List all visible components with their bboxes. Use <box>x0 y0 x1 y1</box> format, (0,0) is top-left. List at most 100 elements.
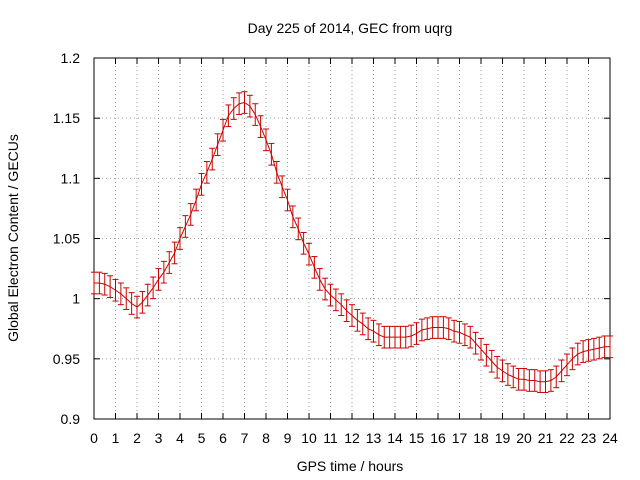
error-bar <box>214 133 221 156</box>
error-bar <box>526 369 533 392</box>
y-tick-label: 1 <box>72 291 80 307</box>
error-bar <box>257 115 264 138</box>
error-bar <box>220 118 226 142</box>
x-tick-label: 8 <box>262 430 270 446</box>
x-tick-label: 18 <box>473 430 489 446</box>
error-bar <box>252 103 259 126</box>
error-bar <box>542 370 549 394</box>
error-bar <box>300 231 307 255</box>
error-bar <box>316 268 323 291</box>
error-bar <box>241 91 248 114</box>
x-axis-label: GPS time / hours <box>297 458 404 474</box>
error-bar <box>424 317 431 341</box>
error-bar <box>289 205 296 229</box>
error-bar <box>451 319 458 343</box>
x-tick-label: 20 <box>516 430 532 446</box>
error-bar <box>96 271 103 295</box>
error-bar <box>365 317 372 341</box>
error-bar <box>386 325 393 349</box>
error-bar <box>499 359 506 383</box>
error-bar <box>521 367 527 391</box>
error-bar <box>558 359 565 383</box>
error-bar <box>273 160 280 184</box>
error-bar <box>408 324 415 348</box>
error-bar <box>510 365 517 389</box>
error-bar <box>91 271 97 295</box>
error-bar <box>531 369 538 392</box>
x-tick-label: 7 <box>241 430 249 446</box>
error-bar <box>193 188 200 212</box>
x-tick-label: 5 <box>198 430 206 446</box>
error-bar <box>209 147 216 171</box>
error-bar <box>370 319 377 343</box>
error-bar <box>177 227 183 250</box>
error-bar <box>160 260 167 284</box>
error-bar <box>139 290 146 314</box>
y-tick-label: 0.95 <box>53 351 80 367</box>
error-bar <box>478 337 484 361</box>
error-bar <box>198 173 205 196</box>
error-bar <box>322 277 329 301</box>
error-bar <box>338 293 345 317</box>
error-bar <box>402 325 409 349</box>
error-bar <box>246 94 253 118</box>
error-bar <box>590 337 597 361</box>
error-bar <box>203 160 210 184</box>
error-bar <box>295 217 302 241</box>
error-bar <box>354 308 361 332</box>
error-bar <box>263 128 269 152</box>
data-series <box>91 91 613 394</box>
error-bar <box>596 336 603 360</box>
x-tick-label: 3 <box>155 430 163 446</box>
error-bar <box>284 188 291 212</box>
error-bar <box>166 251 173 274</box>
x-tick-label: 4 <box>176 430 184 446</box>
x-tick-label: 16 <box>430 430 446 446</box>
error-bar <box>268 142 275 166</box>
error-bar <box>123 287 130 310</box>
error-bar <box>230 97 237 120</box>
error-bar <box>445 317 452 341</box>
y-tick-label: 1.2 <box>61 50 81 66</box>
x-tick-label: 14 <box>387 430 403 446</box>
error-bar <box>580 340 587 363</box>
error-bar <box>359 312 366 336</box>
error-bar <box>392 325 398 349</box>
error-bar <box>279 175 286 199</box>
error-bar <box>547 369 554 392</box>
error-bar <box>381 325 388 349</box>
y-tick-label: 1.15 <box>53 110 80 126</box>
error-bar <box>107 275 114 298</box>
error-bar <box>236 92 243 116</box>
error-bar <box>504 363 511 386</box>
x-tick-label: 17 <box>452 430 468 446</box>
error-bar <box>343 299 350 323</box>
y-tick-label: 1.1 <box>61 170 81 186</box>
x-tick-label: 12 <box>344 430 360 446</box>
y-tick-label: 1.05 <box>53 231 80 247</box>
x-tick-label: 15 <box>409 430 425 446</box>
x-tick-label: 19 <box>495 430 511 446</box>
error-bar <box>306 242 312 266</box>
error-bar <box>456 321 463 344</box>
error-bar <box>134 295 140 319</box>
x-tick-label: 11 <box>323 430 338 446</box>
y-axis-label: Global Electron Content / GECUs <box>5 134 21 342</box>
x-tick-label: 24 <box>602 430 618 446</box>
error-bar <box>440 316 447 339</box>
x-tick-label: 23 <box>581 430 597 446</box>
error-bar <box>569 347 576 371</box>
error-bar <box>429 316 436 339</box>
error-bar <box>332 288 339 312</box>
error-bar <box>472 331 479 355</box>
x-tick-label: 9 <box>284 430 292 446</box>
error-bar <box>574 342 581 366</box>
error-bar <box>117 282 124 306</box>
x-tick-label: 1 <box>112 430 120 446</box>
error-bar <box>375 323 382 347</box>
error-bar <box>397 325 404 349</box>
axis-ticks: 0 1 2 3 4 5 6 7 8 9 10 11 12 13 14 15 16 17 18 19 20 21 22 23 24… <box>53 50 618 446</box>
error-bar <box>461 323 468 347</box>
error-bar <box>488 349 495 373</box>
